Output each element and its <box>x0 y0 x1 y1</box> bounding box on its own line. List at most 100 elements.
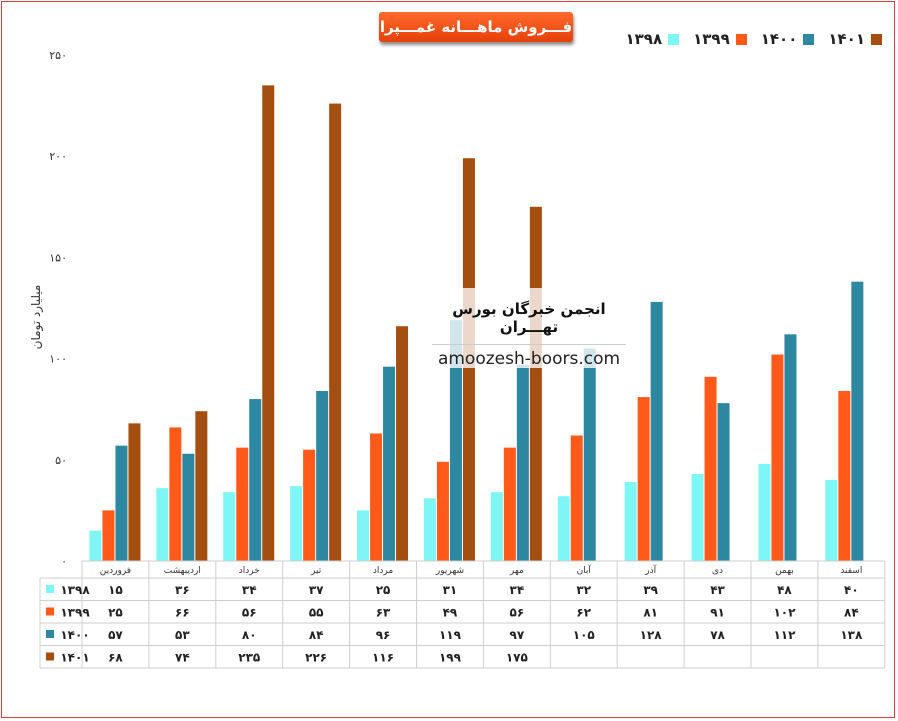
bar <box>102 510 115 561</box>
table-series-name: ۱۴۰۱ <box>60 651 89 665</box>
bar <box>516 364 529 561</box>
bar <box>758 463 771 561</box>
watermark-org-name: انجمن خبرگان بورس تهـــران <box>452 300 606 336</box>
x-tick-label: خرداد <box>239 566 260 576</box>
data-label: ۳۴ <box>242 583 257 597</box>
watermark-url: amoozesh-boors.com <box>437 349 621 369</box>
table-legend-swatch <box>46 607 54 616</box>
table-series-name: ۱۳۹۸ <box>60 583 90 597</box>
y-tick-label: ۲۵۰ <box>49 49 67 62</box>
data-label: ۲۲۶ <box>305 651 327 665</box>
bar <box>370 433 383 561</box>
x-tick-label: مهر <box>509 566 524 576</box>
data-label: ۲۵ <box>376 583 391 597</box>
bar <box>156 488 169 561</box>
legend-label: ۱۴۰۰ <box>760 30 798 48</box>
data-label: ۴۸ <box>777 583 792 597</box>
x-tick-label: دی <box>712 566 723 576</box>
bar <box>182 453 195 561</box>
legend-item: ۱۴۰۱ <box>828 30 882 48</box>
bar <box>704 376 717 561</box>
data-label: ۵۶ <box>242 606 257 620</box>
data-label: ۱۱۲ <box>773 628 796 642</box>
data-label: ۲۳۵ <box>238 651 260 665</box>
bar <box>223 492 236 561</box>
data-label: ۹۷ <box>510 628 525 642</box>
data-label: ۱۰۲ <box>773 606 796 620</box>
bar <box>529 206 542 562</box>
x-tick-label: بهمن <box>775 566 794 576</box>
data-label: ۲۵ <box>108 606 123 620</box>
x-tick-label: اسفند <box>840 566 862 576</box>
data-label: ۶۸ <box>108 651 123 665</box>
data-label: ۵۷ <box>108 628 123 642</box>
y-tick-label: ۱۰۰ <box>49 353 67 366</box>
legend-item: ۱۳۹۹ <box>693 30 747 48</box>
data-label: ۸۴ <box>309 628 324 642</box>
bar <box>490 492 503 561</box>
chart-title: فـــروش ماهـــانه غمـــپرا <box>379 12 573 42</box>
bar <box>357 510 370 561</box>
bar <box>503 447 516 561</box>
bar <box>691 473 704 561</box>
x-tick-label: فروردین <box>100 566 131 576</box>
data-label: ۱۱۶ <box>372 651 394 665</box>
y-tick-label: ۵۰ <box>55 454 67 467</box>
bar <box>570 435 583 561</box>
legend-item: ۱۴۰۰ <box>761 30 815 48</box>
bar <box>771 354 784 561</box>
data-label: ۸۴ <box>844 606 859 620</box>
bar <box>195 411 208 561</box>
bar <box>624 482 637 561</box>
bar <box>128 423 141 561</box>
bar <box>784 334 797 561</box>
data-label: ۱۷۵ <box>506 651 528 665</box>
data-label: ۳۷ <box>309 583 324 597</box>
y-tick-label: ۱۵۰ <box>49 251 67 264</box>
bar <box>423 498 436 561</box>
legend-swatch <box>668 33 680 45</box>
table-series-name: ۱۳۹۹ <box>60 606 90 620</box>
bar <box>329 103 342 562</box>
data-label: ۱۳۸ <box>840 628 863 642</box>
x-tick-label: آذر <box>644 564 656 576</box>
x-tick-label: آبان <box>577 564 592 576</box>
data-label: ۸۰ <box>242 628 257 642</box>
bar <box>637 397 650 561</box>
data-label: ۶۲ <box>576 606 591 620</box>
table-legend-swatch <box>46 652 54 661</box>
legend-swatch <box>803 33 815 45</box>
data-label: ۱۲۸ <box>640 628 663 642</box>
legend-swatch <box>735 33 747 45</box>
x-tick-label: اردیبهشت <box>164 566 201 576</box>
watermark: انجمن خبرگان بورس تهـــران amoozesh-boor… <box>426 288 632 369</box>
data-label: ۶۳ <box>376 606 391 620</box>
bar <box>290 486 303 561</box>
bar <box>436 461 449 561</box>
bar <box>717 403 730 561</box>
x-tick-label: تیر <box>310 566 322 576</box>
data-label: ۳۱ <box>443 583 458 597</box>
data-label: ۱۰۵ <box>573 628 595 642</box>
bar <box>825 480 838 561</box>
legend-label: ۱۳۹۸ <box>625 30 663 48</box>
bar <box>316 390 329 561</box>
table-legend-swatch <box>46 630 54 638</box>
bar <box>583 348 596 561</box>
data-label: ۵۵ <box>309 606 324 620</box>
legend-label: ۱۴۰۱ <box>828 30 865 48</box>
data-label: ۹۱ <box>710 606 725 620</box>
data-label: ۱۵ <box>108 583 123 597</box>
data-label: ۷۴ <box>175 651 190 665</box>
bar <box>236 447 249 561</box>
data-label: ۷۸ <box>710 628 725 642</box>
data-label: ۳۶ <box>175 583 190 597</box>
legend-swatch <box>871 33 882 45</box>
bar <box>249 399 262 561</box>
bar <box>449 320 462 561</box>
data-label: ۳۲ <box>576 583 591 597</box>
bar <box>89 530 102 561</box>
data-label: ۴۳ <box>710 583 725 597</box>
